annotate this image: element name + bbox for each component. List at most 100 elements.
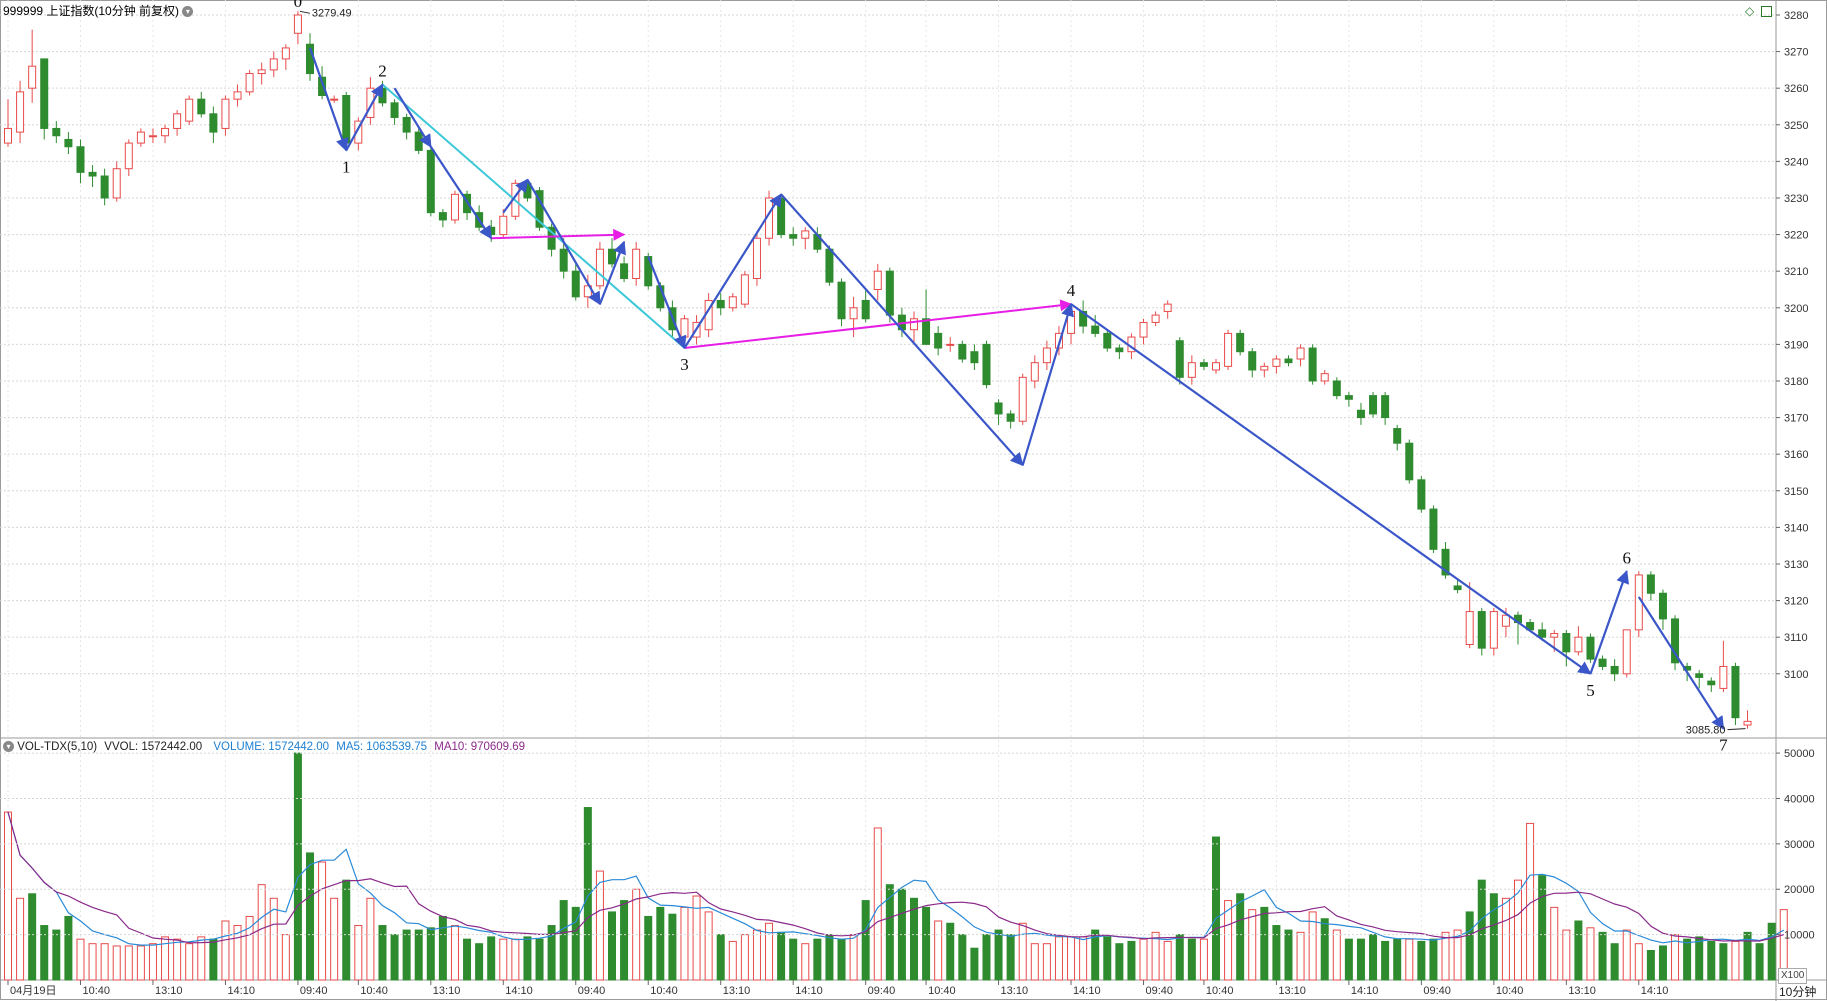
candle-body <box>982 343 991 386</box>
volume-bar <box>1417 940 1426 981</box>
candle <box>1393 424 1402 451</box>
candle <box>994 399 1003 425</box>
volume-bar <box>1501 897 1510 981</box>
period-label[interactable]: 10分钟 <box>1779 985 1817 999</box>
candle-body <box>910 318 918 331</box>
volume-bar <box>402 929 411 981</box>
diamond-icon[interactable]: ◇ <box>1745 4 1755 18</box>
volume-bar <box>1030 943 1039 981</box>
x-tick-label: 13:10 <box>433 985 461 997</box>
volume-bar <box>1719 943 1728 981</box>
y-tick-label: 3120 <box>1784 596 1808 608</box>
candlestick-series[interactable] <box>4 11 1752 729</box>
candle <box>1671 615 1680 671</box>
volume-bar <box>136 945 145 981</box>
x-tick-label: 09:40 <box>578 985 606 997</box>
candle <box>1248 348 1257 378</box>
volume-bar <box>4 811 12 981</box>
volume-y-tick-label: 10000 <box>1784 930 1815 942</box>
candle-body <box>354 120 363 144</box>
candle <box>1610 659 1619 682</box>
wave-line <box>1070 303 1592 675</box>
candle <box>1453 578 1462 594</box>
candle <box>1151 311 1160 327</box>
candle-body <box>1091 325 1100 334</box>
candle <box>438 208 447 228</box>
candle <box>76 139 85 184</box>
candle <box>1356 402 1365 425</box>
candle-body <box>1550 633 1559 638</box>
y-tick-label: 3250 <box>1784 120 1808 132</box>
volume-bar <box>88 943 97 981</box>
x-tick-label: 14:10 <box>1641 985 1669 997</box>
volume-bar <box>1381 940 1390 981</box>
candle <box>1212 359 1220 374</box>
candle-body <box>100 175 109 199</box>
volume-bar <box>1151 931 1160 981</box>
candle-body <box>112 168 121 199</box>
x-tick-label: 13:10 <box>1001 985 1029 997</box>
volume-bar <box>1441 931 1450 981</box>
y-tick-label: 3100 <box>1784 669 1808 681</box>
wave-label: 3 <box>680 355 689 374</box>
volume-bar <box>813 938 822 981</box>
candle <box>1381 391 1390 425</box>
candle-body <box>1187 362 1196 378</box>
wave-label: 0 <box>294 0 303 11</box>
candle-body <box>1562 633 1571 653</box>
candle-body <box>873 270 882 290</box>
candle-body <box>1296 347 1305 360</box>
candle-body <box>173 113 182 129</box>
candle-body <box>801 230 810 239</box>
volume-bar <box>257 884 266 981</box>
volume-bar <box>934 920 943 981</box>
candle-body <box>209 113 218 133</box>
wave-line <box>683 193 783 349</box>
volume-bar <box>752 929 761 981</box>
volume-series[interactable] <box>4 752 1788 981</box>
wave-line <box>647 256 687 350</box>
candle <box>1707 677 1716 693</box>
volume-bar <box>124 945 133 981</box>
candle <box>269 51 278 78</box>
candle-body <box>728 296 737 309</box>
candle-body <box>1489 611 1498 649</box>
candle-body <box>1356 409 1365 419</box>
candle-body <box>1212 362 1220 371</box>
settings-icon[interactable]: ▾ <box>182 6 194 18</box>
volume-grid <box>0 752 1776 936</box>
candle-body <box>680 318 689 338</box>
volume-bar <box>1429 938 1438 981</box>
volume-bar <box>922 906 931 981</box>
candle <box>1187 355 1196 385</box>
volume-bar <box>1598 931 1607 981</box>
candle <box>1224 329 1233 370</box>
y-tick-label: 3260 <box>1784 83 1808 95</box>
candle-body <box>148 135 157 138</box>
candle <box>620 256 629 283</box>
candle <box>837 278 846 327</box>
candle <box>547 223 556 257</box>
volume-bar <box>885 884 894 981</box>
candle <box>148 128 157 144</box>
volume-bar <box>499 938 508 981</box>
candle <box>934 326 943 356</box>
volume-bar <box>1067 936 1076 981</box>
volume-settings-icon[interactable]: ▾ <box>3 741 14 753</box>
window-icon[interactable] <box>1760 6 1772 18</box>
wave-line <box>780 193 1024 467</box>
candle-body <box>861 299 870 320</box>
candle-body <box>1381 395 1390 419</box>
candle <box>1284 355 1293 367</box>
volume-bar <box>644 915 653 981</box>
candle-body <box>1260 365 1269 371</box>
candle <box>632 241 641 286</box>
candle <box>16 80 25 144</box>
candle-body <box>438 212 447 221</box>
candle-body <box>752 237 761 280</box>
candle <box>535 187 544 231</box>
volume-bar <box>426 927 435 981</box>
candle-body <box>1018 376 1027 422</box>
